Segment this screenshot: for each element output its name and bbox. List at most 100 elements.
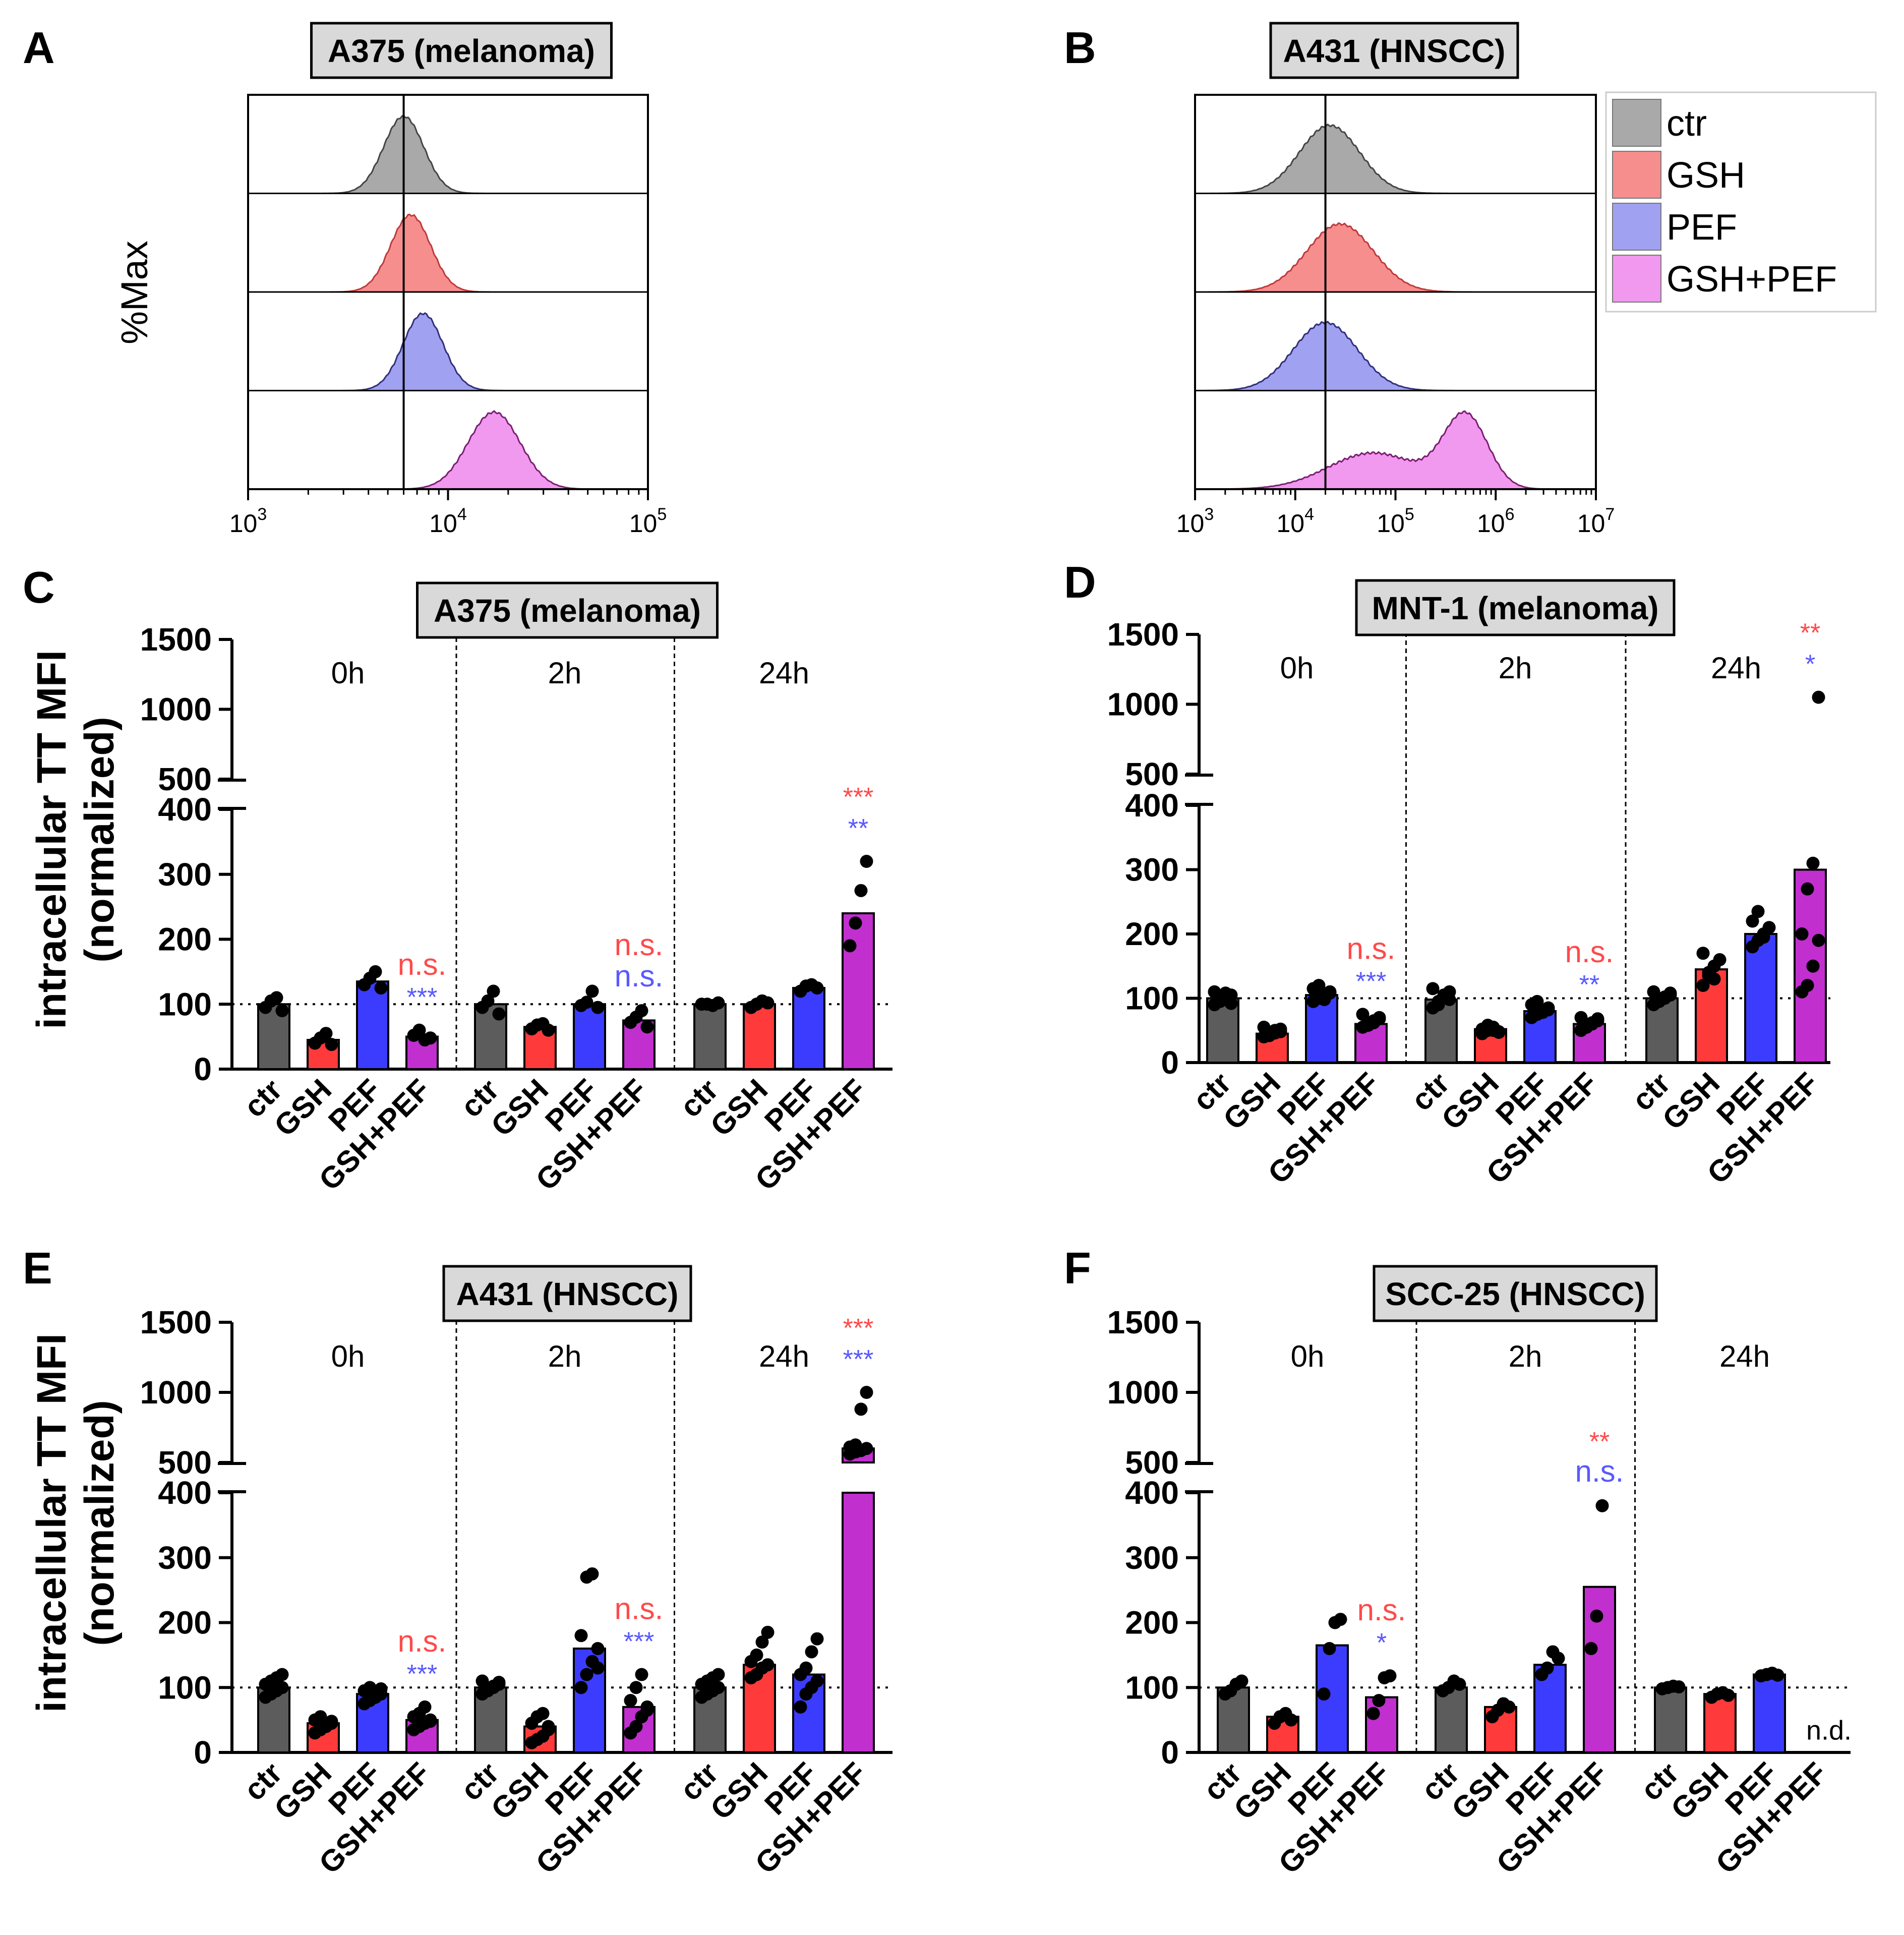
- category-label: GSH: [1656, 1066, 1726, 1136]
- data-point: [1373, 1012, 1386, 1026]
- x-tick-label: 103: [229, 505, 267, 538]
- data-point: [418, 1700, 432, 1714]
- legend-label: PEF: [1667, 207, 1737, 248]
- data-point: [1812, 933, 1825, 947]
- significance-blue: n.s.: [615, 959, 664, 993]
- y-axis-label-line2: (normalized): [77, 717, 123, 962]
- significance-blue: ***: [1356, 967, 1387, 996]
- data-point: [849, 1438, 862, 1452]
- data-point: [275, 1668, 289, 1681]
- x-tick-label: 103: [1176, 505, 1214, 538]
- data-point: [424, 1031, 437, 1045]
- legend-swatch-ctr: [1612, 99, 1661, 147]
- y-tick-label: 0: [1161, 1044, 1179, 1081]
- significance-red: n.s.: [1565, 935, 1614, 969]
- data-point: [761, 996, 775, 1010]
- histogram-PEF: [248, 312, 648, 391]
- data-point: [810, 981, 824, 995]
- y-tick-label: 500: [1125, 756, 1179, 792]
- panel-letter: D: [1064, 557, 1096, 607]
- data-point: [1552, 1652, 1565, 1665]
- y-tick-label: 200: [1125, 1605, 1179, 1641]
- data-point: [1284, 1713, 1298, 1727]
- y-axis-label-line1: intracellular TT MFI: [29, 1333, 75, 1713]
- legend-label: GSH: [1667, 155, 1745, 196]
- data-point: [275, 1681, 289, 1694]
- significance-red: **: [1589, 1427, 1610, 1456]
- panel-title: A431 (HNSCC): [1283, 33, 1506, 69]
- data-point: [1696, 979, 1710, 992]
- hist-y-label: %Max: [113, 241, 155, 344]
- data-point: [1801, 979, 1814, 992]
- panel-title: A375 (melanoma): [434, 593, 701, 629]
- significance-red: n.s.: [1347, 931, 1396, 965]
- y-tick-label: 1000: [140, 1374, 212, 1411]
- data-point: [275, 1004, 289, 1018]
- data-point: [1590, 1609, 1603, 1623]
- panel-title: MNT-1 (melanoma): [1372, 590, 1659, 626]
- data-point: [1366, 1707, 1380, 1720]
- timepoint-label: 24h: [1711, 651, 1761, 685]
- data-point: [374, 981, 388, 995]
- bar-PEF: [792, 1673, 825, 1753]
- bar-PEF: [792, 987, 825, 1070]
- data-point: [1323, 1642, 1336, 1655]
- data-point: [1806, 856, 1820, 870]
- x-tick-label: 105: [1377, 505, 1414, 538]
- significance-blue: n.s.: [1575, 1454, 1624, 1488]
- data-point: [1317, 1687, 1331, 1701]
- bar-GSH+PEF: [842, 912, 875, 1070]
- data-point: [1707, 972, 1721, 986]
- y-tick-label: 1000: [140, 691, 212, 728]
- bar-ctr: [1654, 1686, 1687, 1753]
- title-E: A431 (HNSCC): [442, 1265, 692, 1322]
- data-point: [629, 1681, 643, 1694]
- significance-blue: **: [1579, 970, 1599, 1000]
- data-point: [1762, 921, 1776, 934]
- data-point: [585, 1567, 599, 1580]
- data-point: [1757, 930, 1770, 944]
- legend-swatch-GSH: [1612, 151, 1661, 199]
- bar-PEF: [1744, 933, 1777, 1064]
- y-tick-label: 0: [194, 1051, 212, 1087]
- bar-GSH+PEF-lower: [842, 1492, 875, 1753]
- data-point: [1453, 1677, 1466, 1691]
- significance-red: ***: [843, 783, 874, 812]
- data-point: [1540, 1661, 1554, 1675]
- y-tick-label: 100: [158, 1669, 212, 1706]
- y-axis-label: intracellular TT MFI (normalized): [29, 650, 123, 1029]
- data-point: [319, 1027, 333, 1040]
- data-point: [481, 994, 495, 1008]
- histogram-panel-B: 103 104 105 106 107: [1176, 94, 1615, 538]
- bar-panel-C: 0100200300400500100015000hctrGSHPEFGSH+P…: [140, 621, 892, 1197]
- data-point: [1663, 986, 1677, 1000]
- data-point: [487, 984, 500, 998]
- title-A: A375 (melanoma): [310, 22, 613, 79]
- data-point: [492, 1675, 506, 1689]
- data-point: [640, 1020, 654, 1034]
- panel-letter: F: [1064, 1243, 1091, 1293]
- histogram-PEF: [1195, 320, 1596, 391]
- bar-ctr: [693, 1003, 727, 1070]
- y-tick-label: 300: [158, 1540, 212, 1576]
- title-B: A431 (HNSCC): [1269, 22, 1519, 79]
- data-point: [369, 965, 382, 978]
- significance-red: n.s.: [1357, 1593, 1406, 1627]
- y-tick-label: 100: [1125, 980, 1179, 1017]
- data-point: [591, 1661, 605, 1675]
- data-point: [1235, 1674, 1248, 1688]
- panel-title: A431 (HNSCC): [456, 1276, 679, 1312]
- bar-PEF: [356, 980, 389, 1070]
- data-point: [1426, 982, 1440, 995]
- y-tick-label: 300: [158, 856, 212, 893]
- y-tick-label: 1000: [1107, 686, 1179, 723]
- y-tick-label: 200: [158, 921, 212, 958]
- data-point: [635, 1004, 648, 1018]
- panel-letter: E: [23, 1243, 52, 1293]
- panel-title: A375 (melanoma): [328, 33, 595, 69]
- data-point: [492, 1007, 506, 1021]
- x-tick-label: 104: [429, 505, 467, 538]
- y-tick-label: 200: [158, 1605, 212, 1641]
- timepoint-label: 2h: [548, 656, 582, 690]
- timepoint-label: 2h: [548, 1339, 582, 1373]
